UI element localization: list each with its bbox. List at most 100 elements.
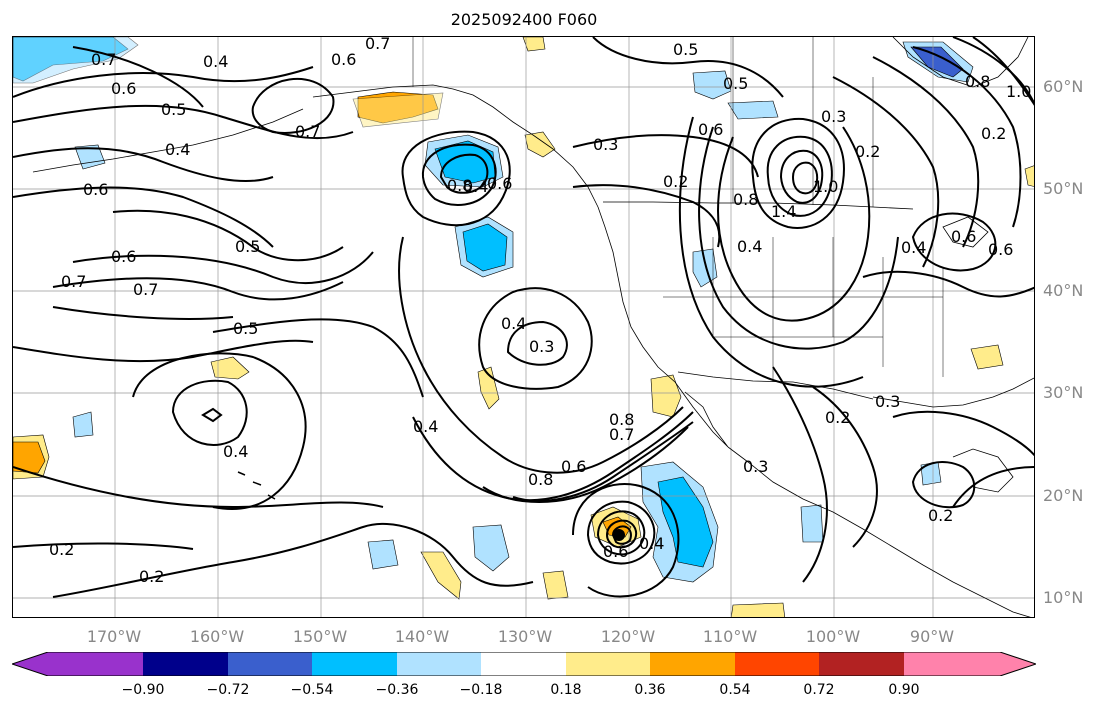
contour-west-2	[13, 186, 274, 248]
contour-south-04	[132, 352, 307, 510]
contour-south-03	[13, 466, 384, 509]
clabel: 0.6	[561, 457, 586, 476]
clabel: 0.6	[83, 180, 108, 199]
contour-hurr-1	[586, 500, 656, 565]
clabel: 0.2	[663, 172, 688, 191]
clabel: 0.2	[981, 124, 1006, 143]
hawaii	[237, 471, 276, 500]
colorbar-tick: −0.18	[459, 682, 503, 698]
hudson-bay	[892, 37, 1029, 88]
shaded-field	[13, 37, 1034, 617]
clabel: 0.4	[901, 238, 926, 257]
clabel: 0.8	[965, 72, 990, 91]
colorbar-tick: 0.36	[634, 682, 666, 698]
contour-hurr-4	[611, 525, 632, 545]
lon-label-90: 90°W	[909, 627, 955, 646]
clabel: 0.4	[223, 442, 248, 461]
contour-sw-03	[772, 366, 828, 583]
contour-south-ring	[911, 461, 976, 509]
contour-high-inner	[201, 407, 223, 423]
contour-south-02a	[13, 542, 194, 550]
contour-south-02b	[52, 522, 534, 598]
map-panel[interactable]: 0.7 0.4 0.6 0.5 0.7 0.7 0.6 0.4 0.6 0.5 …	[12, 36, 1035, 618]
clabel: 0.8	[609, 410, 634, 429]
colorbar-segment	[12, 652, 143, 676]
contour-trough-04	[478, 287, 593, 390]
colorbar-segment	[566, 652, 650, 676]
shade-lightblue-small	[72, 411, 94, 438]
clabel: 0.7	[609, 425, 634, 444]
contour-canada-low-1	[751, 117, 845, 229]
lat-label-60: 60°N	[1043, 77, 1084, 96]
clabel: 0.3	[875, 392, 900, 411]
clabel: 0.7	[133, 280, 158, 299]
shade-yellow-sw4	[542, 570, 569, 600]
shade-lightblue-nw	[13, 37, 139, 84]
clabel: 0.3	[743, 457, 768, 476]
contour-big-05	[398, 236, 684, 474]
clabel: 0.8	[528, 470, 553, 489]
clabel: 0.2	[49, 540, 74, 559]
contour-east-ring	[911, 212, 997, 272]
contour-west-06	[72, 251, 374, 284]
shade-lightblue-sw2	[472, 524, 510, 572]
colorbar-segment	[481, 652, 566, 676]
clabel: 0.2	[928, 506, 953, 525]
clabel: 0.7	[61, 272, 86, 291]
contour-east-3	[912, 46, 1022, 228]
gulf-coast	[872, 377, 1034, 408]
clabel: 0.6	[698, 120, 723, 139]
contour-gulf-high-2	[421, 143, 497, 206]
us-mexico-border	[677, 371, 874, 400]
lon-label-120: 120°W	[600, 627, 656, 646]
shade-yellow-sw5	[730, 602, 786, 617]
aleutians	[32, 108, 304, 173]
colorbar-segments	[12, 652, 1036, 676]
colorbar-segment	[143, 652, 228, 676]
clabel: 0.5	[235, 237, 260, 256]
colorbar-segment	[735, 652, 819, 676]
clabel: 0.4	[203, 52, 228, 71]
alaska-coast	[312, 84, 599, 208]
lon-label-170: 170°W	[86, 627, 142, 646]
contour-mid-05	[212, 318, 424, 398]
clabel: 0.5	[723, 74, 748, 93]
coastlines	[32, 37, 1034, 617]
clabel: 0.7	[365, 37, 390, 53]
clabel: 0.2	[855, 142, 880, 161]
clabel: 0.3	[821, 107, 846, 126]
contour-hurr-3	[605, 519, 638, 549]
colorbar-segment	[650, 652, 735, 676]
contour-canada-outer-2	[698, 126, 899, 350]
contour-bc-02	[572, 184, 721, 248]
colorbar-tick: −0.36	[375, 682, 419, 698]
contour-east-04	[862, 270, 1034, 298]
clabel: 0.5	[161, 100, 186, 119]
chart-title: 2025092400 F060	[450, 10, 598, 29]
shade-yellow-ne	[1024, 165, 1034, 187]
contour-canada-outer-1	[717, 126, 871, 322]
clabel: 0.2	[139, 567, 164, 586]
clabel: 1.0	[813, 177, 838, 196]
shade-lightblue-west2	[692, 248, 718, 288]
contour-canada-low-3	[779, 149, 824, 204]
lat-label-30: 30°N	[1043, 383, 1084, 402]
shade-yellow-coast	[477, 366, 500, 410]
contour-gulf-02	[892, 410, 1034, 457]
clabel: 0.6	[487, 174, 512, 193]
contour-bc-03	[572, 134, 759, 178]
hurricane-center	[613, 529, 625, 541]
lat-label-50: 50°N	[1043, 179, 1084, 198]
clabel: 0.4	[463, 177, 488, 196]
contour-canada-low-4	[791, 161, 819, 195]
clabel: 0.4	[501, 314, 526, 333]
colorbar-segment	[312, 652, 397, 676]
shade-yellow-gulf	[970, 344, 1004, 370]
colorbar-tick: −0.72	[206, 682, 250, 698]
shade-orange-hawaii	[13, 441, 46, 474]
contour-top-05	[592, 37, 784, 98]
map-svg: 0.7 0.4 0.6 0.5 0.7 0.7 0.6 0.4 0.6 0.5 …	[13, 37, 1034, 617]
clabel: 0.6	[988, 240, 1013, 259]
shade-lightblue-west	[74, 144, 106, 170]
contour-topright	[972, 37, 1034, 106]
